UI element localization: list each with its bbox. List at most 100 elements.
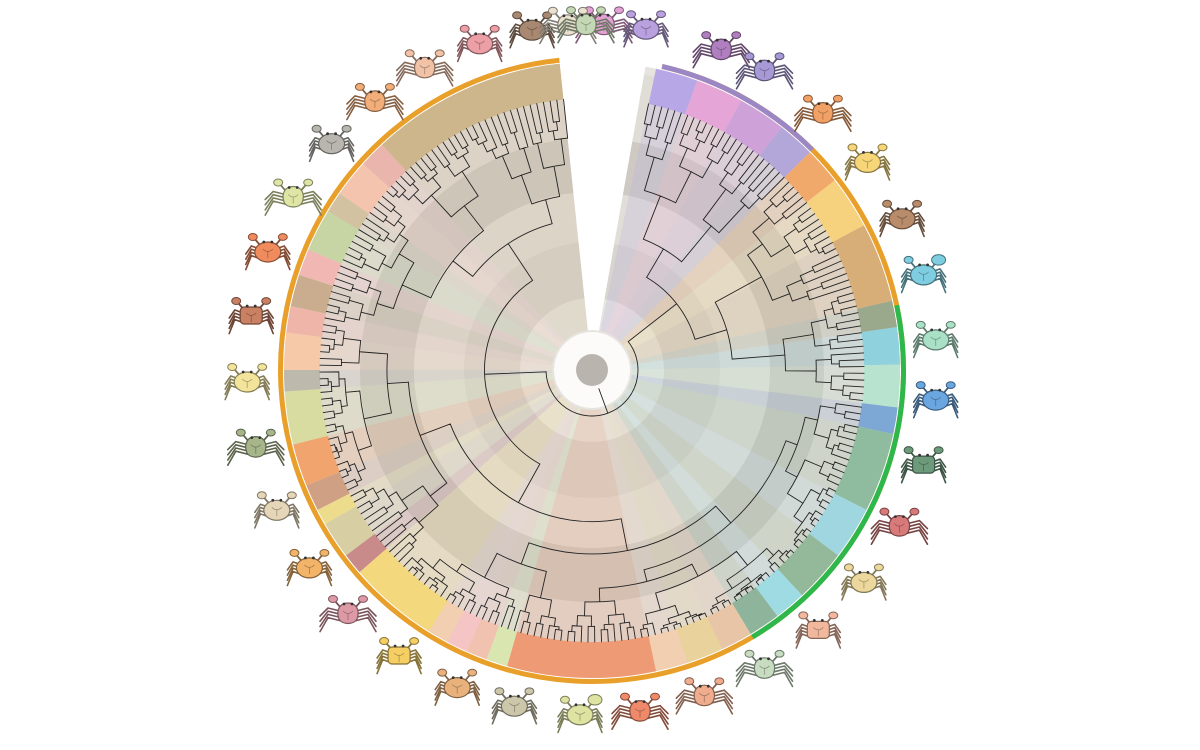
- clade-wedge: [627, 378, 859, 494]
- clade-sector: [363, 144, 407, 188]
- clade-sector: [359, 548, 448, 632]
- clade-wedge: [611, 132, 760, 339]
- clade-sector: [284, 370, 321, 392]
- clade-sector: [832, 225, 893, 309]
- clade-wedge: [386, 396, 571, 601]
- clade-sector: [507, 631, 657, 678]
- green-group-ring: [751, 304, 906, 640]
- outer-rings: [278, 57, 906, 684]
- clade-wedge: [358, 213, 560, 350]
- clade-wedge: [389, 171, 565, 344]
- clade-wedge: [631, 365, 864, 404]
- clade-wedge: [612, 401, 756, 604]
- clade-sector: [428, 600, 465, 642]
- crab-icon: [611, 692, 669, 730]
- crab-icon: [557, 694, 603, 734]
- crab-icon: [224, 363, 270, 401]
- crab-icon: [879, 199, 925, 238]
- clade-wedge: [356, 390, 561, 534]
- clade-wedge: [600, 103, 686, 333]
- clade-sector: [290, 274, 334, 314]
- purple-group-ring: [661, 64, 815, 152]
- clade-sector: [306, 471, 350, 510]
- crab-icon: [319, 595, 377, 633]
- crab-icon: [735, 649, 794, 688]
- crab-icon: [253, 491, 300, 529]
- clade-wedge: [517, 408, 649, 643]
- clade-wedge: [616, 399, 778, 588]
- clade-sector: [447, 610, 482, 652]
- clade-sector: [466, 618, 499, 660]
- clade-wedge: [369, 187, 563, 348]
- clade-sector: [784, 152, 835, 203]
- clade-wedge: [341, 229, 558, 355]
- clade-wedge: [328, 379, 555, 472]
- clade-sector: [857, 300, 898, 333]
- clade-wedge: [464, 405, 576, 619]
- clade-sector: [834, 426, 894, 510]
- clade-sector: [861, 327, 900, 366]
- crab-icon: [912, 381, 959, 419]
- clade-sector: [676, 616, 723, 663]
- crab-icon: [228, 297, 274, 335]
- clade-wedge: [605, 114, 724, 336]
- clade-sector: [346, 533, 387, 573]
- clade-wedge: [374, 394, 562, 549]
- clade-wedge: [604, 406, 707, 629]
- crab-icon: [491, 687, 538, 725]
- clade-sector: [706, 603, 751, 650]
- crab-icons: [224, 6, 959, 734]
- clade-wedge: [630, 308, 862, 365]
- clade-sector: [759, 127, 810, 178]
- clade-sector: [685, 80, 742, 133]
- clade-sector: [648, 628, 688, 672]
- rank-bands: [284, 62, 900, 678]
- clade-wedge: [627, 242, 858, 362]
- crab-icon: [227, 428, 285, 467]
- clade-wedge: [349, 388, 558, 506]
- crab-icon: [395, 49, 454, 87]
- crab-icon: [794, 94, 852, 132]
- clade-wedge: [608, 404, 733, 617]
- crab-icon: [376, 637, 422, 675]
- crab-icon: [900, 254, 947, 294]
- clade-wedge: [322, 313, 553, 366]
- clade-wedge: [481, 406, 579, 626]
- clade-wedge: [620, 177, 807, 346]
- crab-icon: [623, 10, 669, 48]
- clade-sector: [732, 587, 778, 635]
- clade-wedge: [600, 408, 677, 637]
- crab-icon: [308, 124, 355, 163]
- clade-wedge: [320, 372, 554, 436]
- clade-sector: [806, 180, 864, 243]
- clade-wedge: [619, 394, 810, 569]
- clade-sectors: [284, 54, 900, 678]
- clade-sector: [286, 305, 326, 337]
- clade-sector: [486, 625, 518, 667]
- clade-sector: [317, 493, 357, 524]
- crab-icon: [557, 6, 615, 44]
- crab-icon: [264, 178, 323, 216]
- crab-icon: [244, 233, 291, 271]
- crab-icon: [844, 143, 891, 181]
- crab-icon: [346, 82, 404, 121]
- crab-icon: [795, 611, 842, 649]
- clade-wedge: [623, 202, 833, 352]
- clade-sector: [858, 403, 898, 435]
- clade-sector: [339, 163, 390, 214]
- clade-wedge: [320, 370, 553, 389]
- clade-wedge: [447, 403, 574, 611]
- clade-sector: [325, 506, 375, 556]
- tree-branches: [319, 98, 865, 643]
- clade-sector: [648, 68, 698, 115]
- clade-sector: [308, 211, 359, 264]
- clade-sector: [861, 364, 900, 408]
- clade-wedge: [623, 388, 835, 534]
- clade-sector: [284, 332, 323, 370]
- clade-wedge: [406, 99, 588, 341]
- root-node: [576, 354, 608, 386]
- crab-icon: [509, 11, 555, 49]
- gap-sector: [558, 54, 647, 331]
